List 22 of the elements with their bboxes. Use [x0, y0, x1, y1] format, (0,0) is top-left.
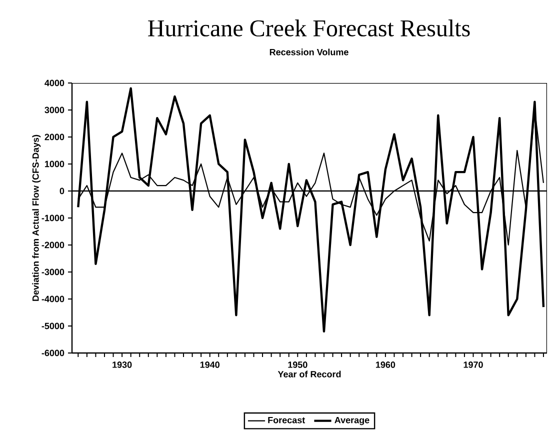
x-axis-title: Year of Record: [278, 370, 341, 378]
y-tick-label: 4000: [44, 80, 64, 86]
x-tick-label: 1930: [112, 362, 132, 368]
y-tick-label: 3000: [44, 106, 64, 114]
y-axis-title: Deviation from Actual Flow (CFS-Days): [32, 134, 41, 301]
legend-label: Forecast: [268, 416, 305, 424]
y-tick-label: 0: [60, 188, 64, 194]
legend-label: Average: [334, 416, 370, 426]
y-tick-label: 2000: [44, 134, 64, 140]
chart-subtitle: Recession Volume: [270, 48, 348, 56]
y-tick-label: -4000: [42, 296, 64, 302]
x-tick-label: 1970: [464, 362, 483, 368]
x-tick-label: 1940: [200, 362, 220, 368]
y-tick-label: 1000: [45, 160, 64, 168]
y-tick-label: -3000: [42, 268, 64, 276]
chart-title: Hurricane Creek Forecast Results: [148, 20, 470, 36]
x-tick-label: 1950: [288, 362, 308, 368]
y-tick-label: -6000: [42, 350, 64, 356]
y-tick-label: -5000: [42, 322, 64, 330]
x-tick-label: 1960: [376, 362, 396, 368]
y-tick-label: -1000: [42, 214, 64, 222]
y-tick-label: -2000: [42, 242, 64, 248]
